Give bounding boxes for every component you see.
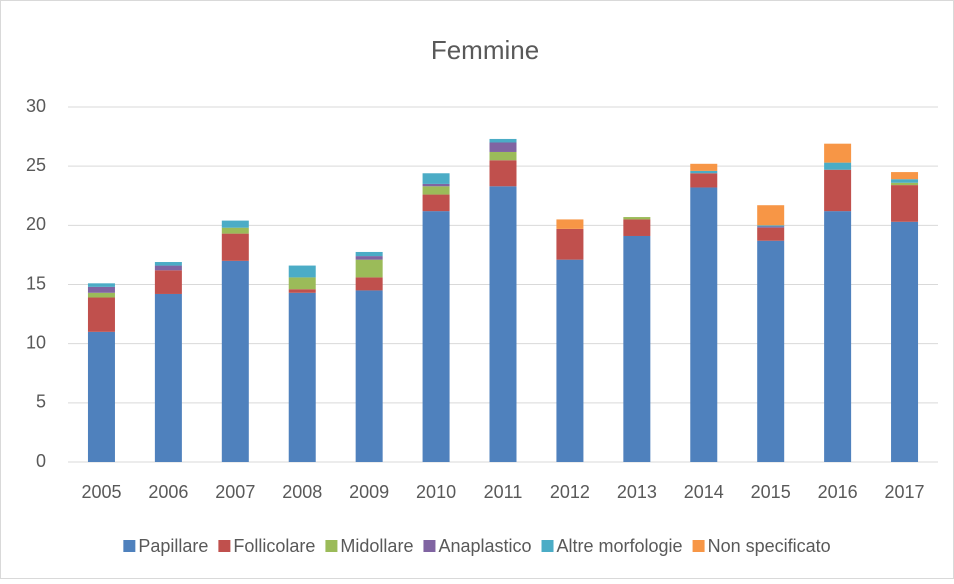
bar-segment [355,290,383,462]
legend-label: Altre morfologie [557,536,683,556]
x-tick-label: 2006 [148,482,188,502]
bar-segment [221,220,249,228]
bar-segment [489,151,517,161]
bar-segment [288,265,316,278]
bar-segment [489,160,517,187]
bar-segment [87,292,115,298]
legend-swatch [692,540,705,552]
bar-segment [288,277,316,290]
bar-segment [891,221,919,462]
bar-segment [422,186,450,195]
legend-swatch [325,540,338,552]
bar-segment [87,331,115,462]
y-tick-label: 5 [36,392,46,412]
x-tick-label: 2017 [885,482,925,502]
bar-segment [87,297,115,332]
bar-segment [891,185,919,222]
x-tick-label: 2010 [416,482,456,502]
y-tick-label: 25 [26,155,46,175]
y-tick-label: 0 [36,451,46,471]
bar-segment [422,194,450,212]
legend-swatch [423,540,436,552]
bar-segment [824,211,852,462]
legend-label: Anaplastico [438,536,531,556]
x-tick-label: 2007 [215,482,255,502]
y-tick-label: 10 [26,332,46,352]
chart-title: Femmine [431,35,539,65]
bar-segment [422,183,450,187]
legend-label: Follicolare [233,536,315,556]
legend-swatch [218,540,231,552]
bar-segment [221,227,249,234]
bar-segment [489,186,517,463]
bar-segment [824,162,852,170]
x-tick-label: 2005 [81,482,121,502]
bar-segment [422,173,450,184]
bar-segment [891,182,919,186]
bar-segment [489,142,517,152]
y-tick-label: 15 [26,273,46,293]
bar-segment [824,169,852,212]
bar-segment [355,251,383,257]
legend-label: Papillare [138,536,208,556]
bar-segment [154,270,182,294]
bar-segment [824,143,852,163]
bar-segment [891,179,919,183]
bar-segment [757,240,785,462]
bar-segment [288,292,316,462]
bar-segment [87,283,115,287]
bar-segment [87,286,115,293]
bar-segment [556,219,584,229]
bar-segment [154,293,182,462]
bar-segment [422,211,450,462]
legend-label: Non specificato [708,536,831,556]
bar-segment [355,256,383,260]
bar-segment [690,163,718,171]
bar-segment [690,170,718,174]
x-tick-label: 2009 [349,482,389,502]
bar-segment [690,173,718,188]
legend-label: Midollare [340,536,413,556]
bar-segment [355,259,383,278]
bar-segment [690,187,718,462]
x-tick-label: 2015 [751,482,791,502]
bar-segment [623,235,651,462]
bar-segment [757,205,785,226]
y-tick-label: 20 [26,214,46,234]
bar-segment [489,138,517,143]
bar-segment [757,227,785,241]
bar-segment [757,225,785,227]
x-tick-label: 2008 [282,482,322,502]
bar-segment [221,233,249,261]
bar-segment [154,262,182,266]
bar-segment [154,265,182,271]
bar-segment [757,226,785,228]
legend-swatch [541,540,554,552]
bar-segment [556,259,584,462]
y-tick-label: 30 [26,96,46,116]
x-tick-label: 2011 [484,482,523,502]
bar-segment [556,228,584,260]
x-tick-label: 2013 [617,482,657,502]
legend-swatch [123,540,136,552]
bar-segment [623,217,651,220]
bar-segment [221,260,249,462]
x-tick-label: 2016 [818,482,858,502]
bar-segment [355,277,383,291]
x-tick-label: 2012 [550,482,590,502]
bar-segment [288,289,316,293]
bar-segment [623,219,651,236]
x-tick-label: 2014 [684,482,724,502]
bar-segment [891,172,919,180]
